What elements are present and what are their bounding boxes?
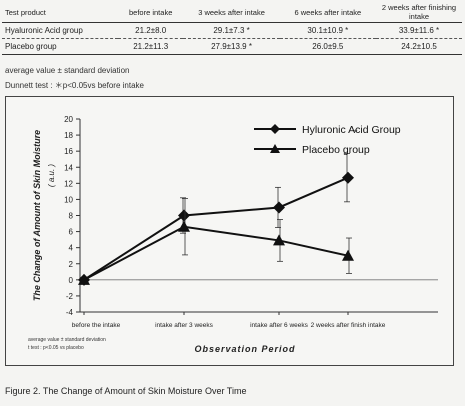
- y-tick-label: 12: [64, 179, 73, 188]
- line-chart: -4 -2 0 2 4 6 8 10 12 14 16 18 20 before the intake in…: [28, 115, 438, 354]
- header-3-weeks: 3 weeks after intake: [183, 2, 280, 23]
- legend-label-placebo: Placebo group: [302, 144, 370, 156]
- table-cell: 30.1±10.9 *: [279, 22, 376, 39]
- chart-footnote: average value ± standard deviation: [28, 337, 106, 343]
- table-header-row: Test product before intake 3 weeks after…: [2, 2, 462, 23]
- table-note-dunnett: Dunnett test : ＊p<0.05vs before intake: [5, 81, 144, 90]
- y-tick-label: 10: [64, 195, 73, 204]
- y-tick-label: 2: [69, 260, 74, 269]
- header-before-intake: before intake: [118, 2, 184, 23]
- legend-marker-placebo: [270, 144, 280, 153]
- x-tick-label: 2 weeks after finish intake: [311, 322, 386, 329]
- y-tick-label: 20: [64, 115, 73, 124]
- legend-label-hyaluronic: Hyluronic Acid Group: [302, 124, 401, 136]
- y-axis-unit: ( a.u. ): [47, 164, 56, 187]
- y-tick-label: 6: [69, 228, 74, 237]
- x-axis-label: Observation Period: [194, 344, 295, 354]
- y-tick-label: -4: [66, 308, 74, 317]
- y-tick-label: -2: [66, 292, 74, 301]
- y-tick-label: 16: [64, 147, 73, 156]
- significance-mark: *: [354, 128, 358, 138]
- header-test-product: Test product: [2, 2, 118, 23]
- table-cell: 21.2±8.0: [118, 22, 184, 39]
- legend-marker-hyaluronic: [270, 124, 280, 134]
- y-tick-label: 8: [69, 212, 74, 221]
- x-tick-label: intake after 3 weeks: [155, 322, 214, 329]
- row-label-placebo: Placebo group: [2, 38, 118, 55]
- table-cell: 29.1±7.3 *: [183, 22, 280, 39]
- y-tick-label: 0: [69, 276, 74, 285]
- table-note-average: average value ± standard deviation: [5, 66, 130, 75]
- table-row: Placebo group 21.2±11.3 27.9±13.9 * 26.0…: [2, 38, 462, 55]
- table-cell: 27.9±13.9 *: [183, 38, 280, 55]
- placebo-point: [178, 220, 190, 232]
- header-2-weeks-after: 2 weeks after finishing intake: [376, 2, 462, 23]
- table-cell: 26.0±9.5: [279, 38, 376, 55]
- placebo-point: [342, 249, 354, 261]
- x-tick-label: intake after 6 weeks: [250, 322, 309, 329]
- chart-footnote: t test : p<0.05 vs placebo: [28, 345, 84, 351]
- y-axis-label: The Change of Amount of Skin Moisture: [32, 130, 42, 301]
- y-tick-label: 14: [64, 163, 73, 172]
- x-tick-label: before the intake: [72, 322, 121, 329]
- y-tick-label: 18: [64, 131, 73, 140]
- hyaluronic-point: [342, 171, 354, 184]
- y-tick-label: 4: [69, 244, 74, 253]
- hyaluronic-series-line: [83, 176, 349, 281]
- table-cell: 24.2±10.5: [376, 38, 462, 55]
- figure-caption: Figure 2. The Change of Amount of Skin M…: [5, 386, 247, 396]
- results-table: Test product before intake 3 weeks after…: [2, 2, 462, 55]
- chart-frame: -4 -2 0 2 4 6 8 10 12 14 16 18 20 before the intake in…: [5, 96, 454, 366]
- hyaluronic-point: [178, 209, 190, 222]
- table-cell: 21.2±11.3: [118, 38, 184, 55]
- placebo-series-line: [83, 225, 349, 281]
- hyaluronic-point: [273, 201, 285, 214]
- placebo-point: [78, 273, 90, 285]
- table-row: Hyaluronic Acid group 21.2±8.0 29.1±7.3 …: [2, 22, 462, 39]
- table-cell: 33.9±11.6 *: [376, 22, 462, 39]
- placebo-point: [273, 234, 285, 246]
- row-label-hyaluronic: Hyaluronic Acid group: [2, 22, 118, 39]
- header-6-weeks: 6 weeks after intake: [279, 2, 376, 23]
